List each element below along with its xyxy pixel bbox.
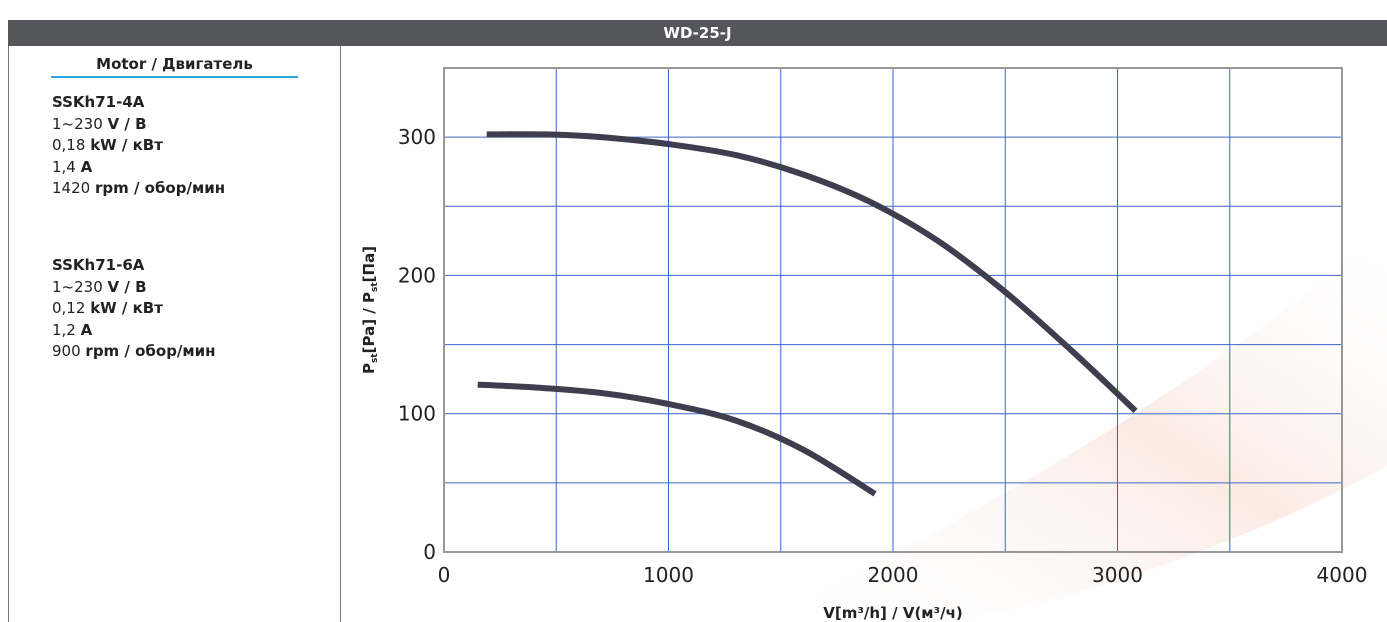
motor-heading: Motor / Двигатель xyxy=(51,54,298,78)
plot-frame xyxy=(443,67,1343,553)
x-tick-label: 4000 xyxy=(1317,563,1368,587)
motor-speed: 900 rpm / обор/мин xyxy=(52,341,216,363)
speed-value: 1420 xyxy=(52,179,91,197)
power-value: 0,12 xyxy=(52,299,86,317)
y-tick-label: 300 xyxy=(398,125,436,149)
motor-spec-block: SSKh71-4A 1~230 V / В 0,18 kW / кВт 1,4 … xyxy=(52,92,225,200)
motor-power: 0,12 kW / кВт xyxy=(52,298,216,320)
performance-curve xyxy=(486,131,1138,414)
voltage-value: 1~230 xyxy=(52,114,103,133)
y-label-p1: P xyxy=(360,363,378,374)
background-swoosh xyxy=(761,226,1387,622)
y-tick-label: 100 xyxy=(398,402,436,426)
motor-voltage: 1~230 V / В xyxy=(52,114,225,136)
motor-name: SSKh71-6A xyxy=(52,256,145,274)
motor-current: 1,4 A xyxy=(52,157,225,179)
motor-voltage: 1~230 V / В xyxy=(52,277,216,299)
current-unit: A xyxy=(80,157,93,176)
panel-divider xyxy=(340,46,341,622)
x-axis-title: V[m³/h] / V(м³/ч) xyxy=(823,604,963,622)
x-tick-label: 3000 xyxy=(1092,563,1143,587)
current-value: 1,4 xyxy=(52,157,76,176)
y-tick-labels: 0 100 200 300 xyxy=(398,125,436,564)
curve-series xyxy=(477,131,1138,497)
performance-curve xyxy=(477,381,877,497)
voltage-value: 1~230 xyxy=(52,277,103,296)
y-tick-label: 200 xyxy=(398,263,436,287)
power-unit: kW / кВт xyxy=(90,136,163,154)
current-unit: A xyxy=(80,320,93,339)
speed-unit: rpm / обор/мин xyxy=(94,179,226,197)
y-axis-title: Pst[Pa] / Pst[Па] xyxy=(360,246,380,374)
pressure-curve-chart: 0 100 200 300 0 1000 2000 3000 4000 V[m³/h] / V… xyxy=(360,67,1387,622)
x-tick-label: 2000 xyxy=(868,563,919,587)
chart-title: WD-25-J xyxy=(8,20,1387,46)
motor-speed: 1420 rpm / обор/мин xyxy=(52,178,225,200)
voltage-unit: V / В xyxy=(107,277,147,296)
x-tick-label: 1000 xyxy=(643,563,694,587)
motor-power: 0,18 kW / кВт xyxy=(52,135,225,157)
motor-spec-block: SSKh71-6A 1~230 V / В 0,12 kW / кВт 1,2 … xyxy=(52,255,216,363)
grid-lines xyxy=(444,68,1342,552)
current-value: 1,2 xyxy=(52,320,76,339)
x-tick-labels: 0 1000 2000 3000 4000 xyxy=(438,563,1368,587)
motor-current: 1,2 A xyxy=(52,320,216,342)
y-label-unit2: [Па] xyxy=(360,246,378,282)
speed-unit: rpm / обор/мин xyxy=(85,342,216,360)
y-label-sub1: st xyxy=(370,353,380,363)
y-label-sub2: st xyxy=(370,282,380,292)
power-value: 0,18 xyxy=(52,136,86,154)
motor-name: SSKh71-4A xyxy=(52,93,145,111)
voltage-unit: V / В xyxy=(107,114,147,133)
x-tick-label: 0 xyxy=(438,563,451,587)
left-border xyxy=(8,46,9,622)
power-unit: kW / кВт xyxy=(90,299,163,317)
speed-value: 900 xyxy=(52,342,81,360)
y-tick-label: 0 xyxy=(423,540,436,564)
y-label-unit1: [Pa] / xyxy=(360,303,378,353)
y-label-p2: P xyxy=(360,292,378,303)
